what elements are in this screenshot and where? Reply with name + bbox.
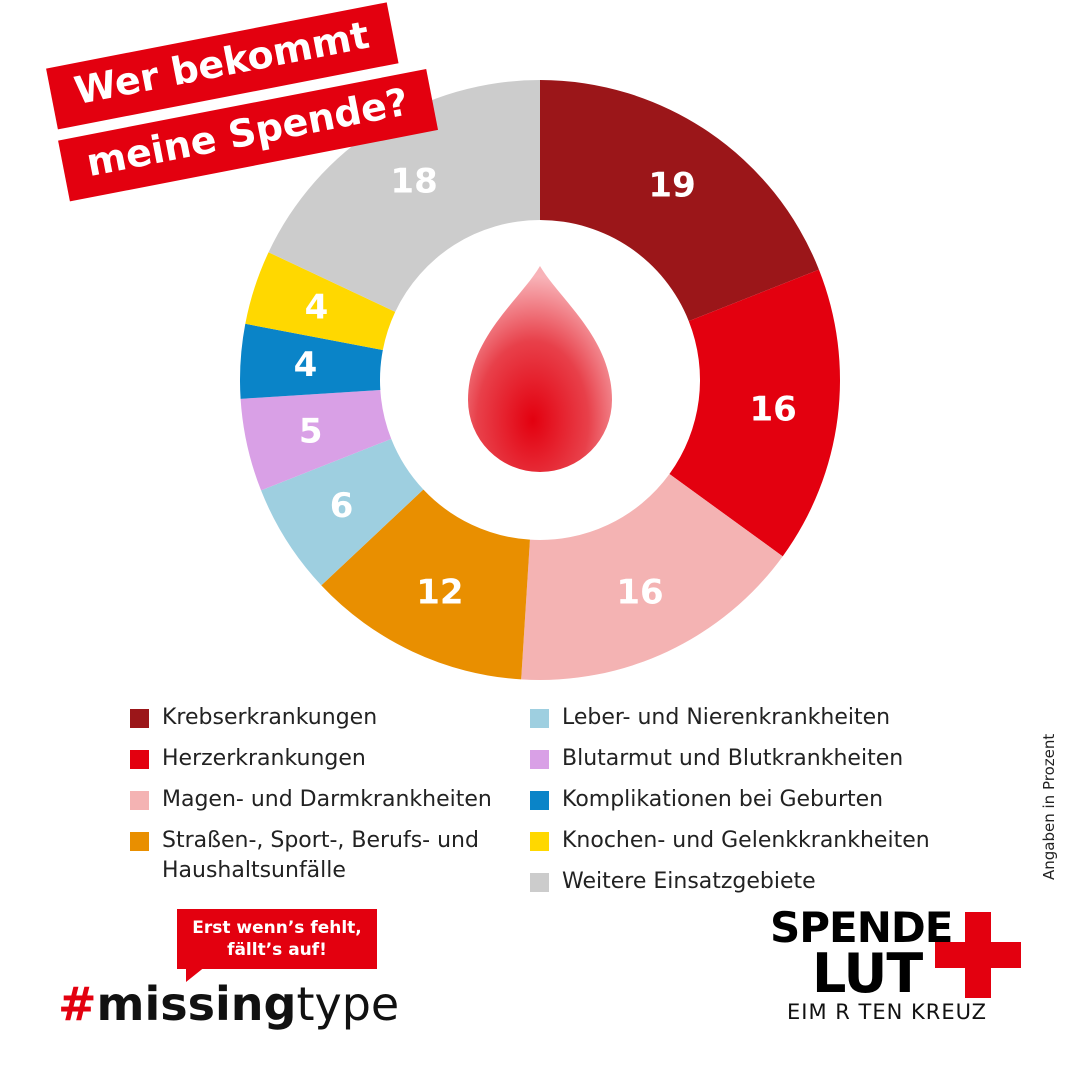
- legend-swatch: [130, 832, 149, 851]
- blood-drop-icon: [468, 266, 612, 472]
- segment-value-label: 4: [305, 287, 329, 327]
- donut-segment: [669, 269, 840, 557]
- segment-value-label: 6: [330, 486, 354, 526]
- legend-swatch: [530, 832, 549, 851]
- campaign-hashtag: #missingtype: [58, 976, 399, 1032]
- legend-item: Herzerkrankungen: [130, 744, 520, 774]
- logo-line-1: SPENDE: [770, 903, 953, 952]
- segment-value-label: 18: [390, 162, 437, 202]
- hashtag-bold: missing: [96, 977, 297, 1031]
- segment-value-label: 4: [294, 345, 318, 385]
- segment-value-label: 16: [616, 573, 663, 613]
- legend-swatch: [130, 791, 149, 810]
- legend-item: Knochen- und Gelenkkrankheiten: [530, 826, 950, 856]
- legend-label: Weitere Einsatzgebiete: [562, 869, 816, 894]
- legend-item: Blutarmut und Blutkrankheiten: [530, 744, 950, 774]
- donut-segment: [245, 252, 396, 351]
- legend-label: Knochen- und Gelenkkrankheiten: [562, 828, 930, 853]
- legend-swatch: [530, 873, 549, 892]
- legend-item: Weitere Einsatzgebiete: [530, 867, 950, 897]
- campaign-speech-bubble: Erst wenn’s fehlt, fällt’s auf!: [177, 909, 377, 969]
- legend-item: Magen- und Darmkrankheiten: [130, 785, 520, 815]
- legend-label: Herzerkrankungen: [162, 746, 366, 771]
- legend-item: Komplikationen bei Geburten: [530, 785, 950, 815]
- legend-swatch: [530, 750, 549, 769]
- legend-swatch: [530, 791, 549, 810]
- legend-right: Leber- und Nierenkrankheiten Blutarmut u…: [530, 703, 950, 908]
- legend-label: Leber- und Nierenkrankheiten: [562, 705, 891, 730]
- legend-swatch: [530, 709, 549, 728]
- donut-segment: [261, 438, 424, 586]
- red-cross-icon: [935, 912, 1021, 998]
- hashtag-symbol: #: [58, 977, 97, 1031]
- unit-note: Angaben in Prozent: [1040, 733, 1058, 880]
- donut-segment: [240, 390, 392, 491]
- segment-value-label: 19: [648, 166, 695, 206]
- donut-segment: [521, 474, 783, 680]
- legend-item: Krebserkrankungen: [130, 703, 520, 733]
- hashtag-light: type: [296, 977, 400, 1031]
- legend-label: Magen- und Darmkrankheiten: [162, 787, 492, 812]
- donut-segment: [321, 489, 530, 680]
- logo-line-3: EIM R TEN KREUZ: [787, 1000, 988, 1024]
- segment-value-label: 5: [299, 411, 323, 451]
- logo-line-2: LUT: [812, 942, 923, 1005]
- legend-label: Straßen-, Sport-, Berufs- und Haushaltsu…: [162, 828, 479, 883]
- speech-bubble-tail: [186, 966, 206, 982]
- legend-label: Blutarmut und Blutkrankheiten: [562, 746, 904, 771]
- segment-value-label: 16: [749, 389, 796, 429]
- donut-segment: [540, 80, 819, 322]
- legend-label: Komplikationen bei Geburten: [562, 787, 884, 812]
- donut-segment: [268, 79, 540, 312]
- legend-swatch: [130, 709, 149, 728]
- legend-left: Krebserkrankungen Herzerkrankungen Magen…: [130, 703, 520, 897]
- legend-swatch: [130, 750, 149, 769]
- legend-item: Leber- und Nierenkrankheiten: [530, 703, 950, 733]
- bubble-line-1: Erst wenn’s fehlt,: [192, 918, 362, 938]
- donut-segment: [240, 323, 383, 399]
- bubble-line-2: fällt’s auf!: [227, 940, 327, 960]
- legend-label: Krebserkrankungen: [162, 705, 378, 730]
- legend-item: Straßen-, Sport-, Berufs- und Haushaltsu…: [130, 826, 520, 886]
- segment-value-label: 12: [416, 573, 463, 613]
